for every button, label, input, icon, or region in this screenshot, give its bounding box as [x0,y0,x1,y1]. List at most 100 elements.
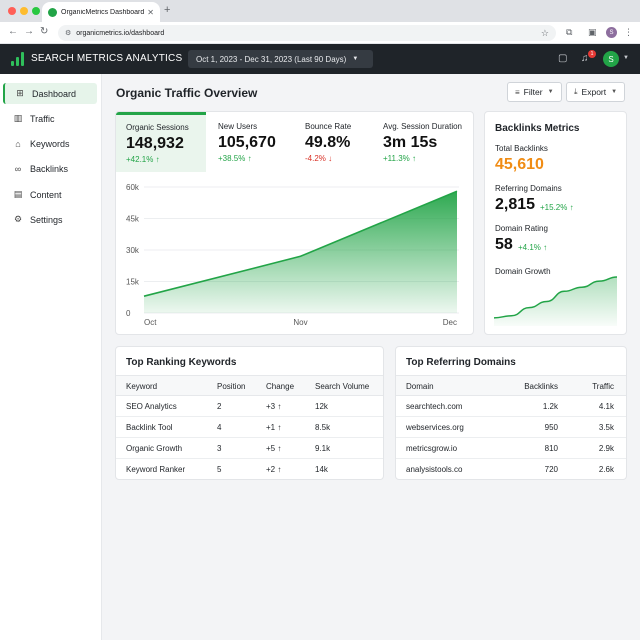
bell-icon[interactable]: ♫ [581,53,589,64]
back-icon[interactable]: ← [8,26,18,37]
site-settings-icon[interactable]: ⚙ [65,30,72,37]
referring-domains-delta: +15.2% ↑ [540,203,574,212]
y-tick-label: 45k [126,215,140,224]
url-field[interactable]: ⚙ organicmetrics.io/dashboard ☆ [58,25,556,41]
browser-tab[interactable]: OrganicMetrics Dashboard ✕ [42,2,160,22]
kpi-avg-session-duration[interactable]: Avg. Session Duration 3m 15s +11.3% ↑ [373,112,473,172]
kpi-value: 49.8% [305,134,351,151]
position-cell: 4 [217,423,222,432]
filter-button[interactable]: ≡ Filter ▼ [507,82,562,102]
domains-table-header: Domain Backlinks Traffic [396,375,626,396]
backlinks-cell: 950 [544,423,558,432]
domain-rating-label: Domain Rating [495,224,548,233]
address-bar: ← → ↻ ⚙ organicmetrics.io/dashboard ☆ ⧉ … [0,22,640,44]
domain-cell: webservices.org [406,423,464,432]
table-row[interactable]: analysistools.co 720 2.6k [396,459,626,479]
arrow-down-icon: ↓ [328,154,333,163]
referring-domains-value: 2,815 [495,196,536,213]
kpi-delta: -4.2% ↓ [305,154,333,163]
new-tab-icon[interactable]: + [164,4,171,16]
arrow-up-icon: ↑ [543,243,548,252]
kpi-label: New Users [218,122,258,131]
close-window-icon[interactable] [8,7,16,15]
chevron-down-icon: ▼ [352,56,359,62]
minimize-window-icon[interactable] [20,7,28,15]
keyword-cell: Organic Growth [126,444,183,453]
table-row[interactable]: webservices.org 950 3.5k [396,417,626,438]
backlinks-cell: 810 [544,444,558,453]
extensions-icon[interactable]: ⧉ [566,27,573,37]
column-header-domain[interactable]: Domain [406,382,434,391]
kpi-organic-sessions[interactable]: Organic Sessions 148,932 +42.1% ↑ [116,112,206,172]
table-row[interactable]: Backlink Tool 4 +1 ↑ 8.5k [116,417,383,438]
keywords-table-header: Keyword Position Change Search Volume [116,375,383,396]
column-header-change[interactable]: Change [266,382,295,391]
grid-icon: ⊞ [16,88,24,98]
bar-chart-icon: ▥ [13,113,23,123]
sidebar-item-backlinks[interactable]: ∞ Backlinks [3,158,97,179]
domains-table-title: Top Referring Domains [406,357,516,368]
sidepanel-icon[interactable]: ▣ [588,27,597,37]
column-header-traffic[interactable]: Traffic [592,382,614,391]
filter-button-label: Filter [523,87,543,97]
kpi-label: Bounce Rate [305,122,352,131]
sidebar-item-settings[interactable]: ⚙ Settings [3,209,97,230]
link-icon: ∞ [14,163,22,174]
sidebar-item-dashboard[interactable]: ⊞ Dashboard [3,83,97,104]
table-row[interactable]: Keyword Ranker 5 +2 ↑ 14k [116,459,383,479]
sidebar-item-content[interactable]: ▤ Content [3,184,97,205]
backlinks-card-title: Backlinks Metrics [495,123,580,134]
change-cell: +3 ↑ [266,402,282,411]
position-cell: 2 [217,402,222,411]
sparkline-line [493,276,618,319]
chevron-down-icon: ▼ [547,89,554,95]
sidebar-item-keywords[interactable]: ⌂ Keywords [3,133,97,154]
table-row[interactable]: metricsgrow.io 810 2.9k [396,438,626,459]
reload-icon[interactable]: ↻ [40,26,49,37]
backlinks-metrics-card: Backlinks Metrics Total Backlinks 45,610… [484,111,627,335]
table-row[interactable]: searchtech.com 1.2k 4.1k [396,396,626,417]
avatar-chevron-down-icon[interactable]: ▼ [623,55,629,61]
domain-cell: analysistools.co [406,465,463,474]
kpi-new-users[interactable]: New Users 105,670 +38.5% ↑ [208,112,294,172]
arrow-up-icon: ↑ [569,203,574,212]
column-header-position[interactable]: Position [217,382,246,391]
message-icon[interactable]: ▢ [558,53,568,64]
domain-rating-delta: +4.1% ↑ [518,243,548,252]
change-cell: +2 ↑ [266,465,282,474]
forward-icon[interactable]: → [24,26,34,37]
y-tick-label: 60k [126,183,140,192]
document-icon: ▤ [13,189,23,199]
arrow-up-icon: ↑ [277,423,282,432]
kpi-delta: +11.3% ↑ [383,154,416,163]
column-header-keyword[interactable]: Keyword [126,382,158,391]
y-tick-label: 0 [126,309,131,318]
column-header-backlinks[interactable]: Backlinks [524,382,558,391]
referring-domains-label: Referring Domains [495,184,562,193]
table-row[interactable]: Organic Growth 3 +5 ↑ 9.1k [116,438,383,459]
profile-avatar[interactable]: S [606,27,617,38]
notification-badge: 1 [588,50,596,58]
close-tab-icon[interactable]: ✕ [147,7,154,17]
top-referring-domains-card: Top Referring Domains Domain Backlinks T… [395,346,627,480]
date-range-picker[interactable]: Oct 1, 2023 - Dec 31, 2023 (Last 90 Days… [188,50,373,68]
arrow-up-icon: ↑ [155,155,160,164]
bookmark-star-icon[interactable]: ☆ [540,27,549,38]
organic-traffic-area-chart: 0 15k 30k 45k 60k Oct Nov Dec [126,183,459,327]
search-volume-cell: 9.1k [315,444,331,453]
export-button[interactable]: ⤓ Export ▼ [566,82,626,102]
bar-chart-logo-icon [11,52,25,66]
maximize-window-icon[interactable] [32,7,40,15]
arrow-up-icon: ↑ [277,465,282,474]
browser-menu-icon[interactable]: ⋮ [624,27,633,37]
keywords-table-title: Top Ranking Keywords [126,357,237,368]
user-avatar[interactable]: S [603,51,619,67]
download-icon: ⤓ [574,87,578,96]
column-header-search-volume[interactable]: Search Volume [315,382,370,391]
filter-icon: ≡ [515,87,520,97]
domain-cell: metricsgrow.io [406,444,458,453]
sidebar-item-traffic[interactable]: ▥ Traffic [3,108,97,129]
kpi-delta: +42.1% ↑ [126,155,160,164]
kpi-bounce-rate[interactable]: Bounce Rate 49.8% -4.2% ↓ [295,112,371,172]
table-row[interactable]: SEO Analytics 2 +3 ↑ 12k [116,396,383,417]
